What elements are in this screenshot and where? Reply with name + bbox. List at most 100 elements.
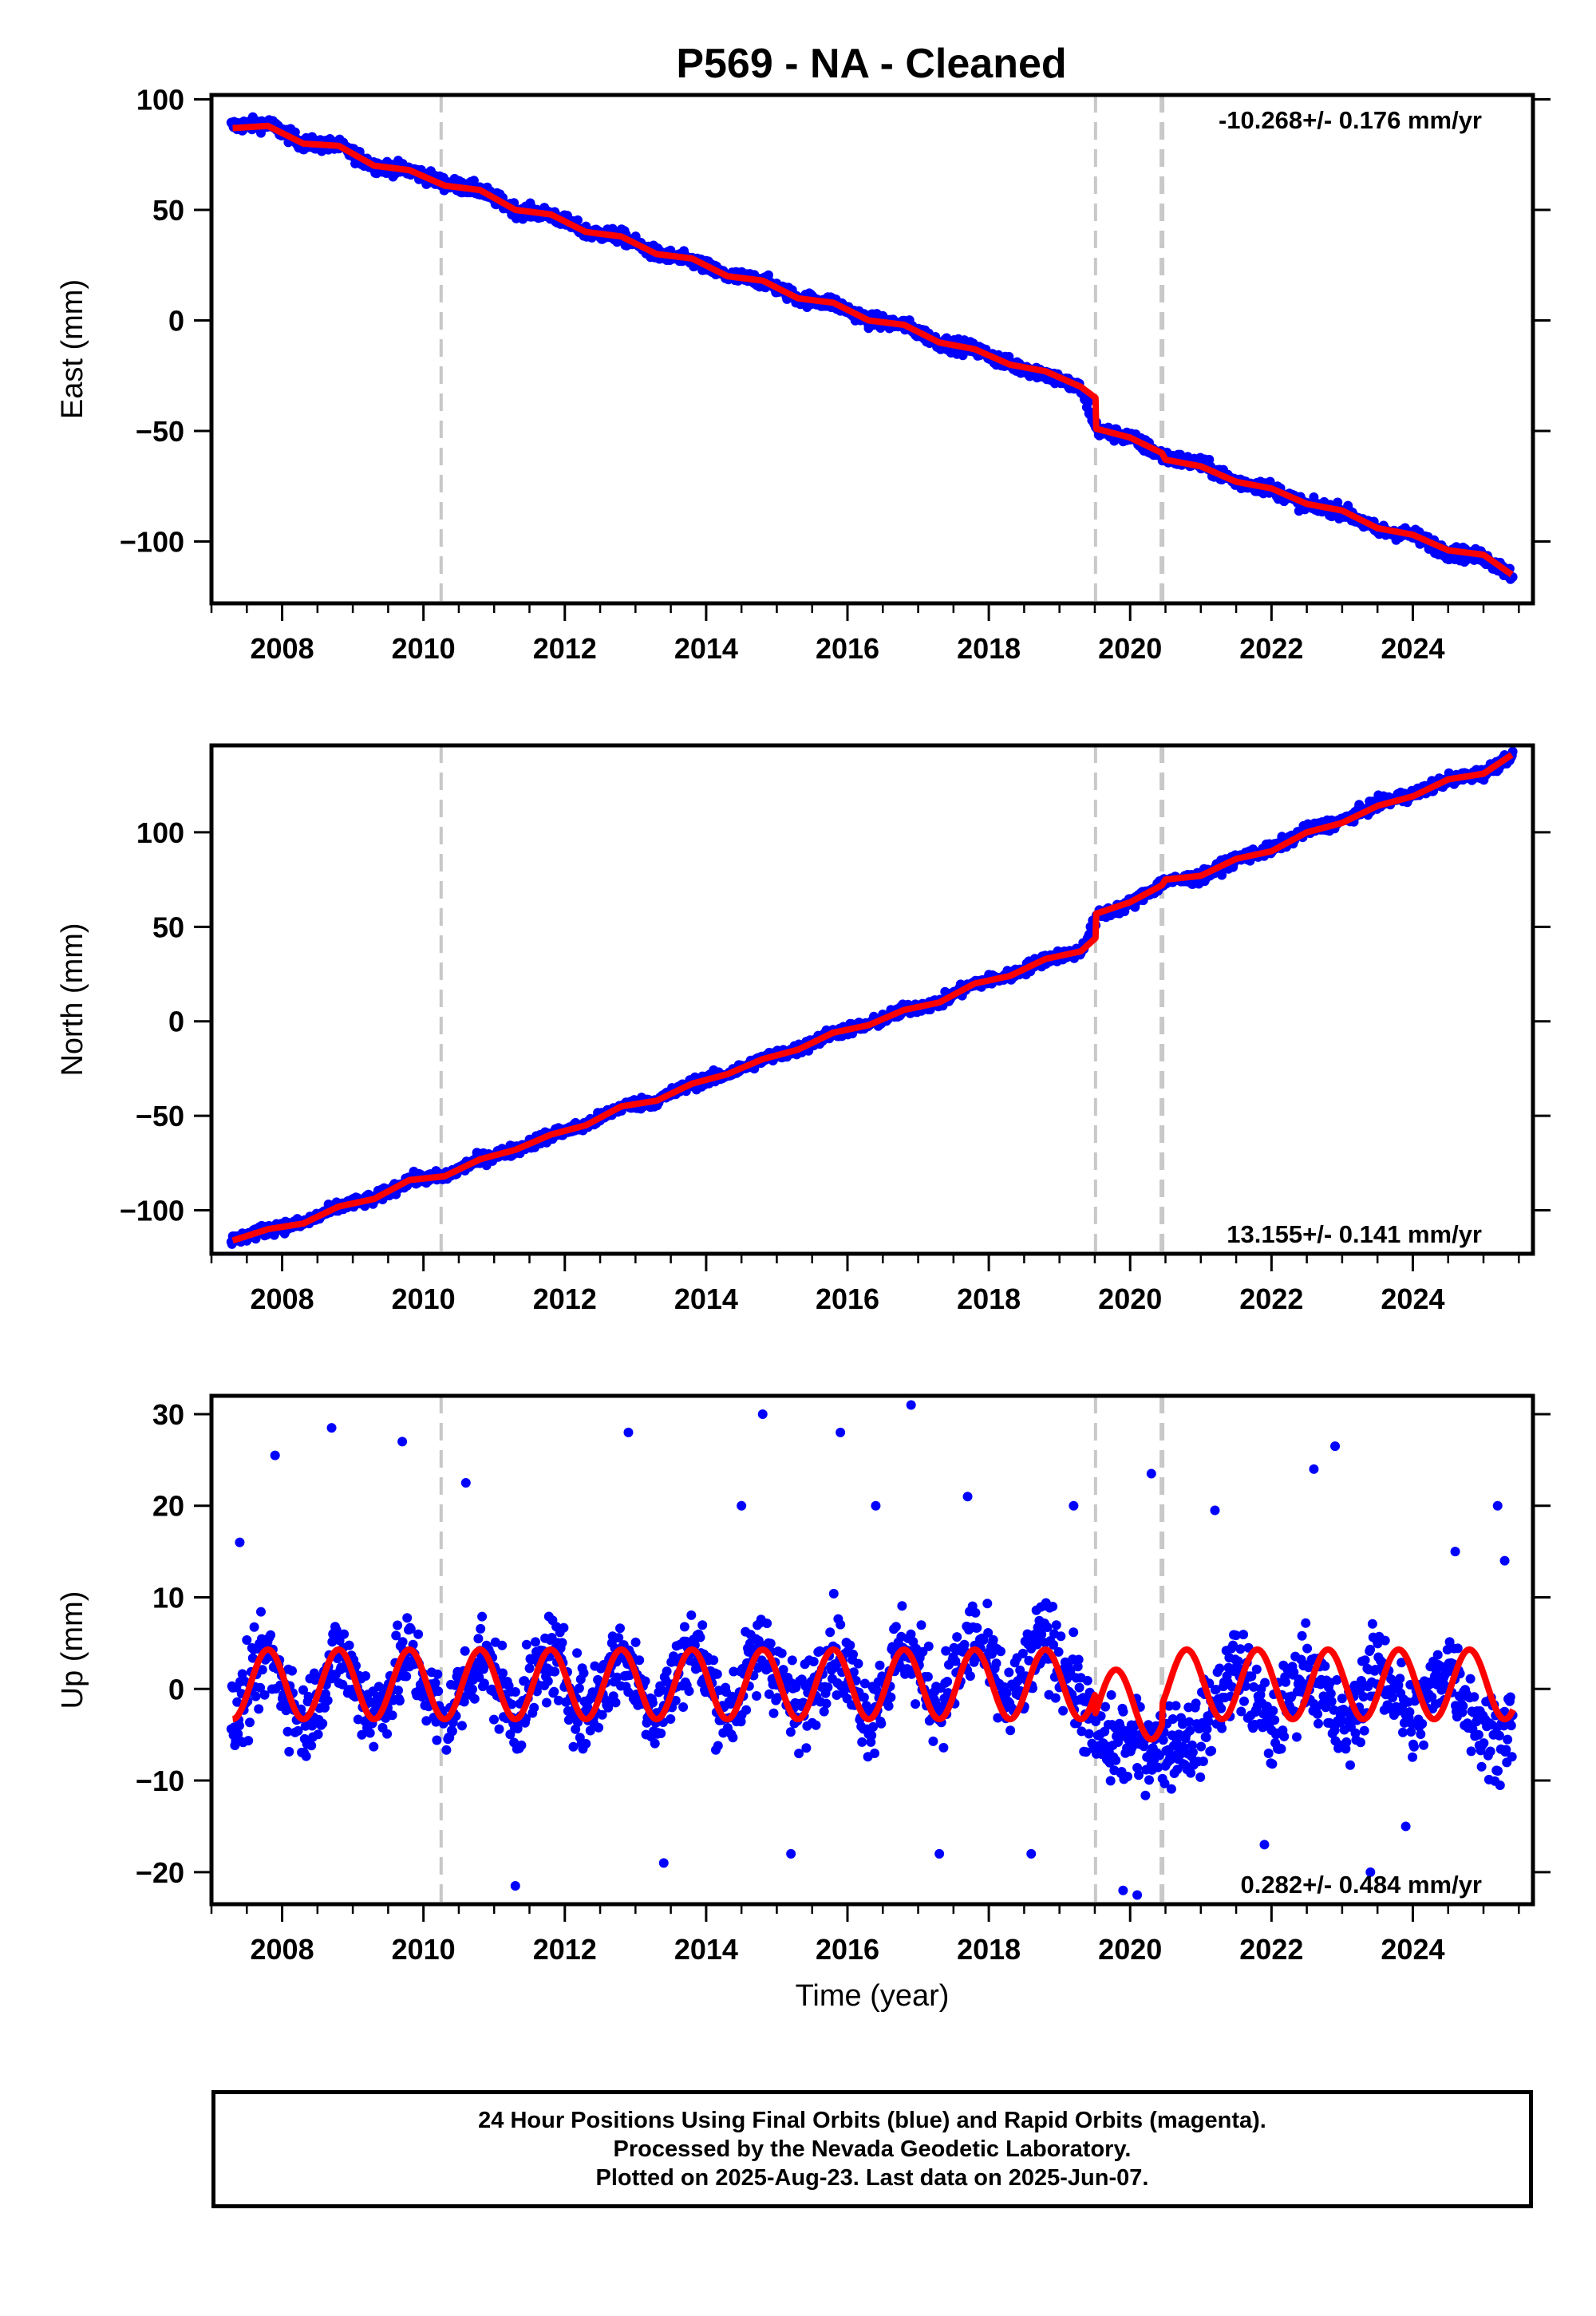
figure-title: P569 - NA - Cleaned bbox=[676, 41, 1066, 87]
data-point bbox=[235, 1721, 244, 1731]
data-point bbox=[284, 1746, 294, 1757]
data-point bbox=[512, 1724, 523, 1733]
data-point bbox=[870, 1749, 879, 1758]
data-point bbox=[1333, 497, 1343, 508]
data-point bbox=[394, 1696, 405, 1706]
data-point bbox=[1037, 1629, 1047, 1639]
data-point bbox=[972, 1622, 982, 1633]
data-point bbox=[679, 1622, 689, 1632]
x-tick-label: 2010 bbox=[392, 632, 456, 665]
x-tick-label: 2020 bbox=[1098, 632, 1162, 665]
data-point bbox=[433, 1669, 443, 1679]
data-point bbox=[1231, 1630, 1241, 1641]
data-point bbox=[1195, 1772, 1206, 1782]
data-point bbox=[670, 1695, 681, 1705]
data-point bbox=[650, 1738, 660, 1749]
data-point bbox=[247, 1653, 258, 1663]
data-point bbox=[391, 1630, 401, 1641]
data-point bbox=[996, 1646, 1005, 1657]
data-point bbox=[1083, 397, 1093, 407]
data-point bbox=[257, 1665, 267, 1675]
plot-frame bbox=[209, 743, 1535, 1256]
x-tick-label: 2022 bbox=[1239, 632, 1303, 665]
east-panel: 2008 2010 2012 2014 2016 2018 2020 2022 20241005… bbox=[56, 84, 1551, 665]
data-point bbox=[776, 1648, 787, 1658]
data-point bbox=[1235, 1644, 1246, 1654]
north-data-points bbox=[226, 746, 1518, 1249]
x-tick-label: 2016 bbox=[816, 632, 879, 665]
data-point bbox=[1187, 1740, 1197, 1750]
data-point bbox=[282, 1726, 293, 1737]
data-point bbox=[983, 1628, 994, 1638]
data-point bbox=[1198, 1757, 1208, 1766]
data-point bbox=[886, 1692, 896, 1702]
data-point bbox=[472, 1658, 482, 1668]
data-point bbox=[249, 1622, 259, 1632]
data-point bbox=[489, 1714, 499, 1725]
data-point bbox=[498, 1668, 508, 1678]
data-point bbox=[1017, 1648, 1028, 1658]
data-point bbox=[982, 1599, 993, 1609]
data-point bbox=[393, 1686, 403, 1696]
data-point bbox=[647, 1697, 658, 1708]
data-point bbox=[1191, 1698, 1201, 1709]
data-point bbox=[1073, 1662, 1083, 1672]
data-point bbox=[952, 1632, 962, 1642]
x-tick-label: 2016 bbox=[816, 1282, 879, 1315]
data-point bbox=[401, 1671, 412, 1682]
data-point bbox=[1111, 1755, 1121, 1765]
data-point bbox=[303, 1691, 314, 1701]
data-point bbox=[1158, 1735, 1168, 1745]
data-point bbox=[859, 1678, 870, 1689]
plot-frame bbox=[209, 93, 1535, 606]
data-point bbox=[405, 1624, 416, 1634]
data-point bbox=[911, 1699, 921, 1709]
data-point bbox=[516, 1740, 527, 1750]
data-point bbox=[1113, 1737, 1123, 1747]
y-tick-label: 50 bbox=[152, 911, 184, 943]
data-point bbox=[1215, 1663, 1225, 1674]
data-point bbox=[768, 1708, 779, 1718]
data-point bbox=[848, 1667, 859, 1678]
data-point bbox=[785, 1727, 796, 1737]
data-point bbox=[666, 1714, 676, 1724]
data-point bbox=[318, 1718, 328, 1729]
data-point bbox=[572, 1648, 583, 1658]
data-point bbox=[550, 1666, 560, 1677]
x-tick-label: 2018 bbox=[957, 632, 1021, 665]
data-point bbox=[531, 1637, 540, 1647]
data-point bbox=[815, 1646, 825, 1656]
data-point bbox=[1132, 1763, 1143, 1773]
data-point bbox=[251, 1691, 261, 1701]
data-point bbox=[322, 1695, 333, 1705]
velocity-label: -10.268+/- 0.176 mm/yr bbox=[1219, 106, 1482, 134]
data-point bbox=[772, 1693, 783, 1703]
data-point bbox=[1106, 1690, 1116, 1700]
y-tick-label: −100 bbox=[120, 1195, 184, 1227]
data-point bbox=[301, 1751, 311, 1761]
data-point bbox=[266, 1630, 276, 1640]
data-point bbox=[794, 1749, 804, 1759]
data-point bbox=[259, 1690, 270, 1700]
data-point bbox=[684, 1686, 694, 1696]
data-point bbox=[365, 1728, 375, 1738]
data-point bbox=[256, 128, 266, 138]
data-point bbox=[306, 1741, 317, 1751]
data-point bbox=[612, 1672, 622, 1682]
data-point bbox=[640, 1676, 650, 1686]
y-axis-label: East (mm) bbox=[56, 279, 89, 419]
data-point bbox=[413, 1629, 424, 1639]
data-point bbox=[510, 1687, 520, 1697]
data-point bbox=[581, 1738, 591, 1749]
data-point bbox=[573, 215, 583, 225]
y-tick-label: 50 bbox=[152, 194, 184, 227]
data-point bbox=[339, 1629, 350, 1639]
data-point bbox=[752, 1691, 762, 1701]
data-point bbox=[476, 1623, 486, 1634]
data-point bbox=[1166, 1784, 1176, 1794]
x-tick-label: 2022 bbox=[1239, 1282, 1303, 1315]
data-point bbox=[1081, 1747, 1091, 1757]
data-point bbox=[875, 1660, 885, 1670]
x-tick-label: 2012 bbox=[533, 632, 597, 665]
data-point bbox=[447, 1726, 457, 1737]
